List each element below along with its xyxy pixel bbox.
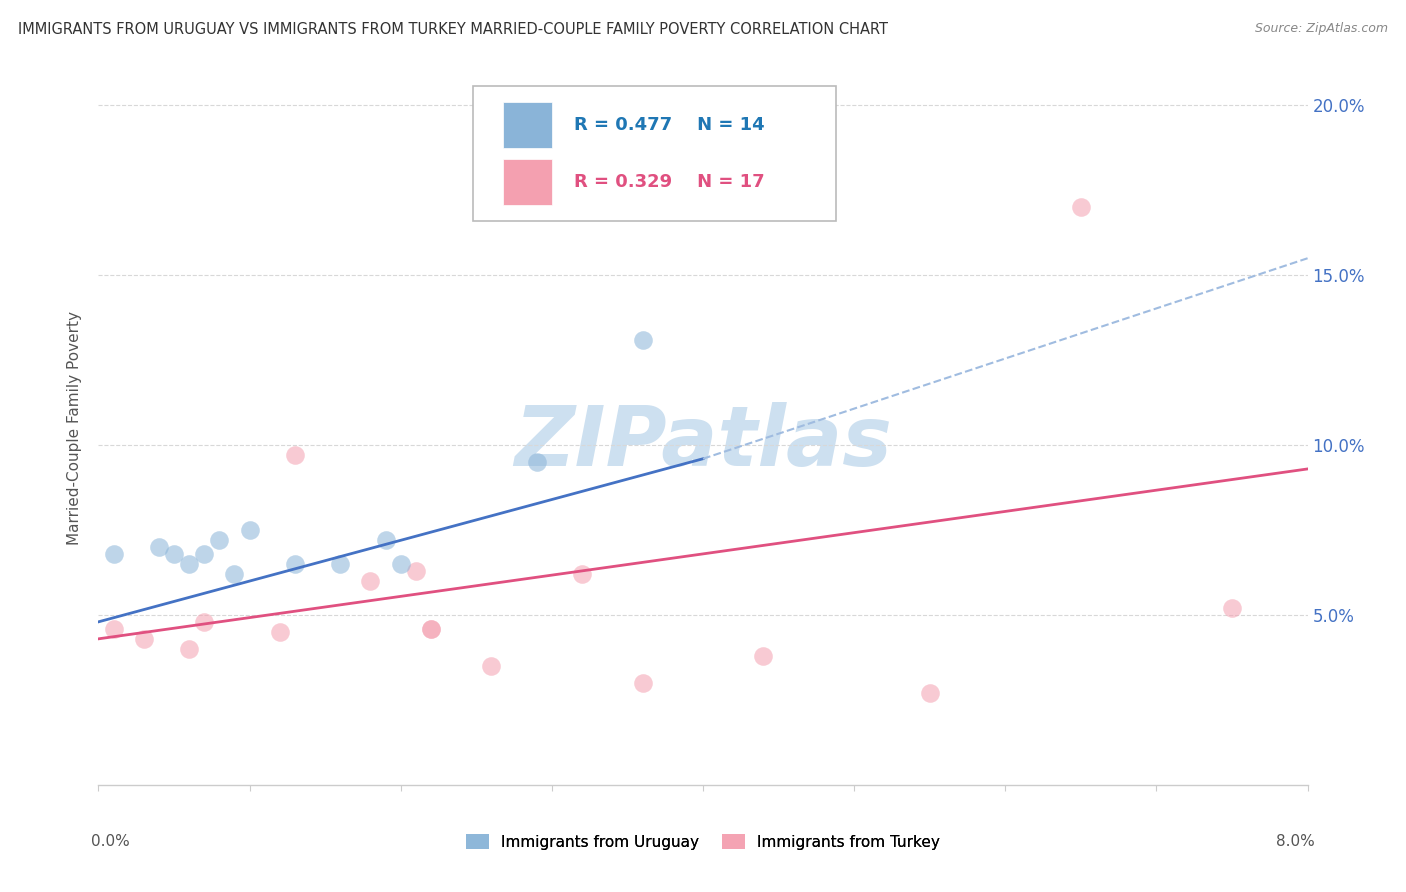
Point — [132, 632, 155, 646]
FancyBboxPatch shape — [503, 159, 551, 205]
Point — [631, 333, 654, 347]
Legend: Immigrants from Uruguay, Immigrants from Turkey: Immigrants from Uruguay, Immigrants from… — [460, 828, 946, 855]
Point — [526, 455, 548, 469]
Text: R = 0.477    N = 14: R = 0.477 N = 14 — [574, 116, 765, 134]
Point — [269, 625, 291, 640]
Point — [752, 648, 775, 663]
Point — [179, 557, 201, 571]
Point — [103, 622, 125, 636]
Point — [329, 557, 352, 571]
Point — [179, 642, 201, 657]
Point — [163, 547, 186, 561]
Point — [284, 448, 307, 462]
Point — [239, 523, 262, 537]
Point — [208, 533, 231, 548]
FancyBboxPatch shape — [474, 86, 837, 221]
Point — [193, 615, 215, 629]
Text: R = 0.329    N = 17: R = 0.329 N = 17 — [574, 173, 765, 191]
Point — [360, 574, 382, 588]
Y-axis label: Married-Couple Family Poverty: Married-Couple Family Poverty — [67, 311, 83, 545]
Text: 8.0%: 8.0% — [1275, 834, 1315, 849]
Point — [420, 622, 443, 636]
Point — [1220, 601, 1243, 615]
Point — [193, 547, 215, 561]
Point — [103, 547, 125, 561]
Point — [374, 533, 396, 548]
Point — [405, 564, 427, 578]
Text: ZIPatlas: ZIPatlas — [515, 402, 891, 483]
Text: 0.0%: 0.0% — [91, 834, 131, 849]
Text: IMMIGRANTS FROM URUGUAY VS IMMIGRANTS FROM TURKEY MARRIED-COUPLE FAMILY POVERTY : IMMIGRANTS FROM URUGUAY VS IMMIGRANTS FR… — [18, 22, 889, 37]
FancyBboxPatch shape — [503, 102, 551, 148]
Point — [481, 659, 503, 673]
Point — [631, 676, 654, 690]
Point — [148, 540, 170, 554]
Point — [1070, 200, 1092, 214]
Text: Source: ZipAtlas.com: Source: ZipAtlas.com — [1254, 22, 1388, 36]
Point — [224, 567, 246, 582]
Point — [571, 567, 593, 582]
Point — [918, 686, 941, 700]
Point — [284, 557, 307, 571]
Point — [389, 557, 412, 571]
Point — [420, 622, 443, 636]
